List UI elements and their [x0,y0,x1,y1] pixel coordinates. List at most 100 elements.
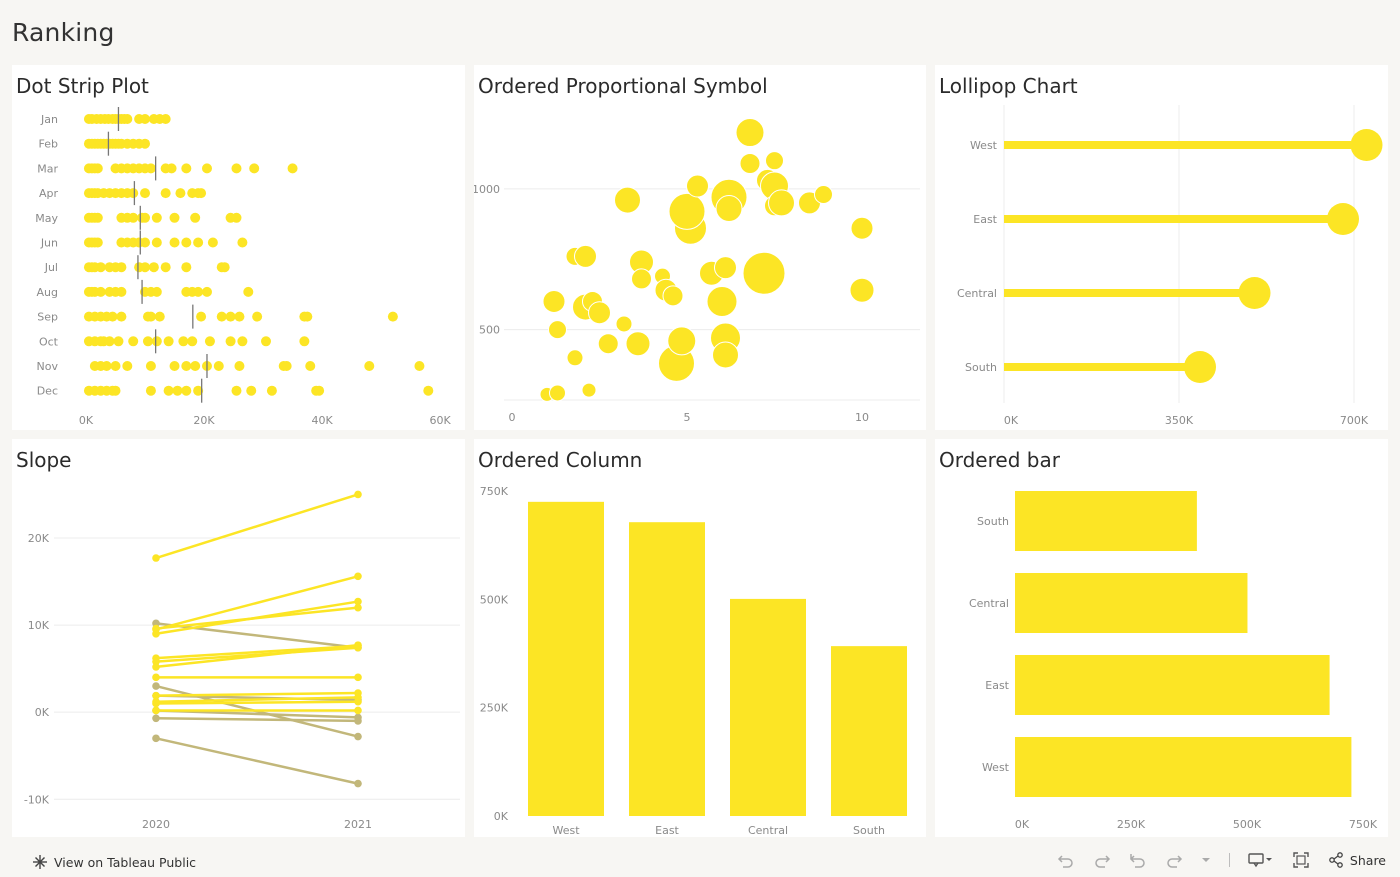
proportional-symbol-panel: Ordered Proportional Symbol 1000 500 0 5 10 [474,65,926,430]
y-tick-label: Central [969,597,1009,610]
y-tick-label: Central [957,287,997,300]
bubble [631,268,652,290]
slope-line [155,493,359,560]
data-point [160,262,171,273]
slope-point-2020 [152,624,160,633]
fullscreen-icon[interactable] [1292,852,1310,868]
slope-point-2021 [354,641,362,649]
x-tick-label: 20K [193,414,215,427]
data-point [160,114,171,124]
data-point [160,188,171,199]
slope-line [155,691,359,697]
bubble [706,285,738,317]
slope-line [155,646,359,663]
x-tick-label: 40K [311,414,333,427]
refresh-icon[interactable] [1165,852,1183,868]
data-point [302,311,313,322]
bubble [625,331,651,357]
download-icon[interactable] [1248,852,1274,868]
y-tick-label: Apr [39,187,59,200]
x-tick-label: 2021 [344,818,372,831]
y-tick-label: 10K [28,619,50,632]
footer-toolbar: View on Tableau Public Share [0,848,1400,877]
dot-strip-title: Dot Strip Plot [16,74,149,98]
slope-point-2021 [354,779,362,788]
y-tick-label: 250K [480,702,509,715]
slope-line [155,700,359,705]
column-bar [629,522,705,816]
bubble [742,251,786,295]
data-point [207,237,218,248]
x-tick-label: East [655,824,679,837]
bubble [548,320,567,340]
revert-icon[interactable] [1129,852,1147,868]
bubble [735,118,765,148]
y-tick-label: 750K [480,485,509,498]
slope-point-2021 [354,572,362,581]
data-point [225,336,236,347]
data-point [364,361,375,371]
slope-point-2021 [354,706,362,715]
data-point [305,361,316,371]
data-point [92,163,103,174]
y-tick-label: 0K [494,810,509,823]
bubble [814,184,833,204]
bubble [597,333,619,355]
ordered-column-chart: 750K 500K 250K 0K West East Central South [480,485,907,837]
lollipop-stem [1004,215,1343,223]
slope-point-2020 [152,663,160,671]
y-tick-label: East [985,679,1009,692]
redo-icon[interactable] [1093,852,1111,868]
data-point [122,361,133,371]
data-point [231,163,242,174]
slope-point-2020 [152,699,160,708]
data-point [299,336,310,347]
horizontal-bar [1015,737,1352,797]
slope-point-2020 [152,657,160,666]
data-point [213,361,224,371]
y-tick-label: May [35,212,58,225]
ordered-column-panel: Ordered Column 750K 500K 250K 0K West East Cen… [474,439,926,837]
ordered-column-title: Ordered Column [478,448,643,472]
data-point [142,336,153,347]
data-point [225,311,236,322]
bubble [712,341,739,369]
ordered-bar-title: Ordered bar [939,448,1060,472]
slope-point-2021 [354,732,362,741]
y-tick-label: West [982,761,1010,774]
slope-line [155,643,359,669]
bubble [765,151,784,171]
x-tick-label: 60K [429,414,451,427]
data-point [181,361,192,371]
y-tick-label: South [977,515,1009,528]
dropdown-chevron-icon[interactable] [1201,855,1211,865]
data-point [231,212,242,223]
y-tick-label: South [965,361,997,374]
data-point [128,212,139,223]
data-point [92,237,103,248]
data-point [181,385,192,396]
proportional-symbol-title: Ordered Proportional Symbol [478,74,768,98]
share-button[interactable]: Share [1328,852,1386,868]
y-tick-label: Jul [44,261,58,274]
lollipop-head [1238,277,1271,309]
data-point [414,361,425,371]
bubble [549,384,566,402]
data-point [175,188,186,199]
data-point [169,212,180,223]
view-on-tableau-link[interactable]: View on Tableau Public [32,854,196,870]
data-point [252,311,263,322]
bubble [667,326,697,356]
y-tick-label: Aug [37,286,58,299]
y-tick-label: Jan [40,113,58,126]
undo-icon[interactable] [1057,852,1075,868]
slope-point-2020 [152,629,160,638]
bubble [588,301,611,325]
slope-point-2020 [152,706,160,715]
y-tick-label: Mar [37,162,58,175]
column-bar [831,646,907,816]
y-tick-label: 1000 [474,183,500,196]
y-tick-label: Sep [37,311,58,324]
slope-point-2021 [354,673,362,682]
slope-chart: 20K 10K 0K -10K 2020 2021 [24,490,460,831]
